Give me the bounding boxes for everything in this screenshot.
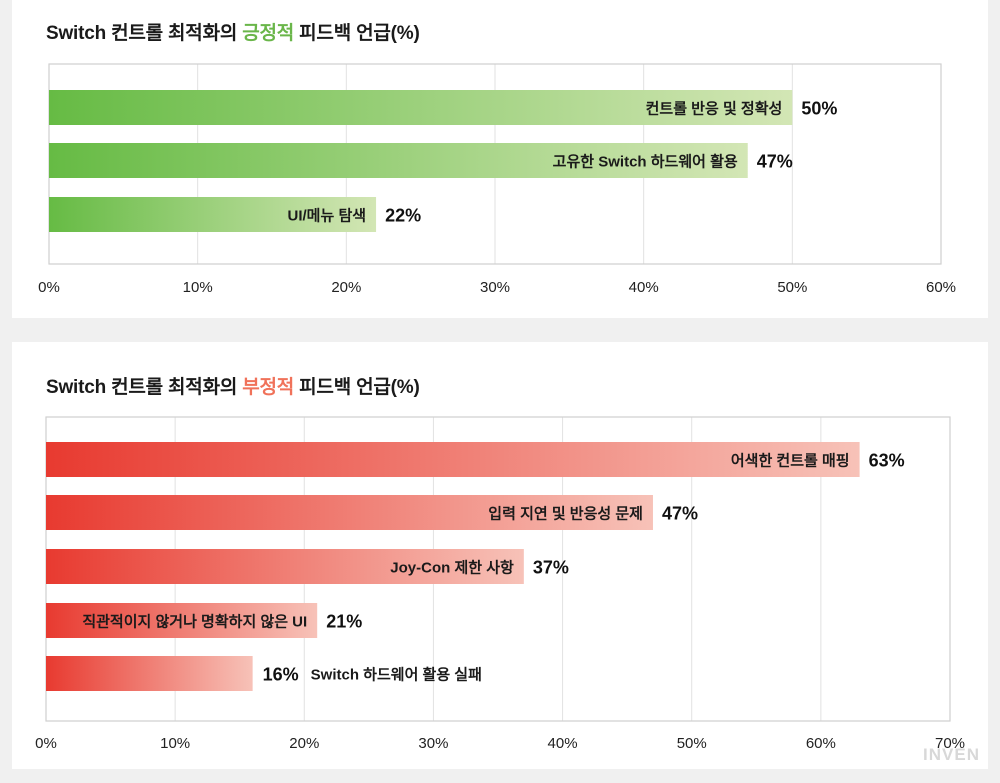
- x-tick-label: 50%: [777, 279, 807, 296]
- bar: [46, 603, 318, 638]
- bar-category-label: Joy-Con 제한 사항: [390, 560, 514, 577]
- bar: [46, 549, 524, 584]
- bar: [46, 495, 653, 530]
- bar-value-label: 37%: [533, 558, 569, 578]
- bar-category-label: 직관적이지 않거나 명확하지 않은 UI: [82, 613, 307, 631]
- bar-category-label: Switch 하드웨어 활용 실패: [311, 666, 482, 684]
- bar-value-label: 21%: [326, 612, 362, 632]
- inven-watermark: INVEN: [923, 745, 980, 764]
- bar-category-label: UI/메뉴 탐색: [288, 207, 367, 225]
- x-tick-label: 60%: [806, 735, 836, 752]
- x-tick-label: 20%: [331, 279, 361, 296]
- bar-category-label: 어색한 컨트롤 매핑: [731, 453, 850, 470]
- x-tick-label: 20%: [289, 735, 319, 752]
- x-tick-label: 0%: [35, 735, 57, 752]
- x-tick-label: 50%: [677, 735, 707, 752]
- title-suffix: 피드백 언급(%): [294, 377, 420, 398]
- chart-title-negative: Switch 컨트롤 최적화의 부정적 피드백 언급(%): [46, 372, 420, 399]
- positive-feedback-panel: Switch 컨트롤 최적화의 긍정적 피드백 언급(%) 0% 10% 20% 30…: [12, 0, 988, 318]
- chart-title-positive: Switch 컨트롤 최적화의 긍정적 피드백 언급(%): [46, 18, 420, 45]
- x-tick-label: 70%: [935, 735, 965, 752]
- bar-value-label: 47%: [757, 152, 793, 172]
- x-tick-label: 0%: [38, 279, 60, 296]
- bar: [49, 143, 748, 178]
- x-tick-label: 30%: [418, 735, 448, 752]
- bar-category-label: 컨트롤 반응 및 정확성: [646, 100, 783, 118]
- bar-value-label: 63%: [869, 451, 905, 471]
- bar-category-label: 고유한 Switch 하드웨어 활용: [553, 153, 738, 171]
- bar-value-label: 16%: [263, 665, 299, 685]
- title-highlight: 긍정적: [242, 23, 295, 44]
- negative-feedback-panel: Switch 컨트롤 최적화의 부정적 피드백 언급(%) 0% 10% 20% 30…: [12, 342, 988, 769]
- x-tick-label: 30%: [480, 279, 510, 296]
- x-tick-label: 10%: [160, 735, 190, 752]
- bar: [49, 197, 377, 232]
- bar-category-label: 입력 지연 및 반응성 문제: [488, 505, 643, 523]
- x-tick-label: 10%: [183, 279, 213, 296]
- bar: [49, 90, 793, 125]
- title-prefix: Switch 컨트롤 최적화의: [46, 377, 243, 398]
- title-highlight: 부정적: [242, 377, 295, 398]
- x-tick-label: 60%: [926, 279, 956, 296]
- bar: [46, 442, 860, 477]
- title-prefix: Switch 컨트롤 최적화의: [46, 23, 243, 44]
- bar: [46, 656, 253, 691]
- bar-value-label: 50%: [801, 99, 837, 119]
- positive-feedback-chart: 0% 10% 20% 30% 40% 50% 60% 컨트롤 반응 및 정확성 50% 고유한 S…: [38, 63, 956, 296]
- title-suffix: 피드백 언급(%): [294, 23, 420, 44]
- bar-value-label: 47%: [662, 504, 698, 524]
- x-tick-label: 40%: [629, 279, 659, 296]
- x-tick-label: 40%: [548, 735, 578, 752]
- negative-feedback-chart: 0% 10% 20% 30% 40% 50% 60% 70% 어색한 컨트롤 매핑 63% 입력 지…: [35, 416, 965, 752]
- bar-value-label: 22%: [385, 206, 421, 226]
